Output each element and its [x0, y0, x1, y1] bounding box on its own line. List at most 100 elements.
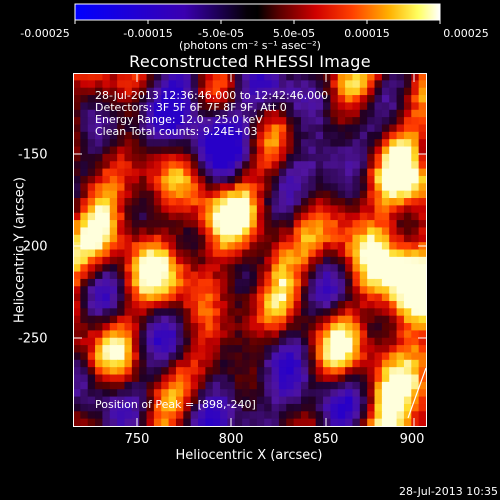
heatmap-pixel — [374, 403, 383, 412]
heatmap-pixel — [308, 249, 317, 258]
heatmap-pixel — [330, 396, 339, 405]
heatmap-pixel — [330, 293, 339, 302]
heatmap-pixel — [264, 146, 273, 155]
heatmap-pixel — [367, 161, 376, 170]
heatmap-pixel — [396, 249, 405, 258]
heatmap-pixel — [256, 146, 265, 155]
heatmap-pixel — [381, 212, 390, 221]
heatmap-pixel — [374, 161, 383, 170]
heatmap-pixel — [389, 308, 398, 317]
heatmap-pixel — [396, 300, 405, 309]
heatmap-pixel — [183, 293, 192, 302]
heatmap-pixel — [337, 95, 346, 104]
heatmap-pixel — [315, 315, 324, 324]
heatmap-pixel — [102, 315, 111, 324]
heatmap-pixel — [95, 175, 104, 184]
heatmap-pixel — [95, 190, 104, 199]
heatmap-pixel — [227, 242, 236, 251]
heatmap-pixel — [381, 374, 390, 383]
heatmap-pixel — [205, 153, 214, 162]
heatmap-pixel — [117, 212, 126, 221]
heatmap-pixel — [234, 183, 243, 192]
heatmap-pixel — [249, 153, 258, 162]
heatmap-pixel — [234, 175, 243, 184]
heatmap-pixel — [80, 367, 89, 376]
heatmap-pixel — [286, 124, 295, 133]
heatmap-pixel — [396, 190, 405, 199]
heatmap-pixel — [227, 190, 236, 199]
heatmap-pixel — [264, 300, 273, 309]
heatmap-pixel — [161, 381, 170, 390]
heatmap-pixel — [271, 403, 280, 412]
heatmap-pixel — [87, 242, 96, 251]
heatmap-pixel — [73, 323, 81, 331]
heatmap-pixel — [418, 271, 426, 280]
heatmap-pixel — [359, 205, 368, 214]
heatmap-pixel — [330, 300, 339, 309]
heatmap-pixel — [183, 227, 192, 236]
heatmap-pixel — [330, 411, 339, 420]
heatmap-pixel — [278, 73, 287, 81]
heatmap-pixel — [300, 271, 309, 280]
heatmap-pixel — [124, 337, 133, 346]
heatmap-pixel — [256, 139, 265, 148]
heatmap-pixel — [323, 403, 331, 412]
heatmap-pixel — [396, 278, 405, 287]
heatmap-pixel — [359, 381, 368, 390]
heatmap-pixel — [234, 293, 243, 302]
heatmap-pixel — [220, 367, 229, 376]
heatmap-pixel — [381, 249, 390, 258]
heatmap-pixel — [286, 286, 295, 295]
heatmap-pixel — [278, 146, 287, 155]
heatmap-pixel — [352, 139, 361, 148]
heatmap-pixel — [139, 198, 148, 206]
heatmap-pixel — [359, 102, 368, 111]
heatmap-pixel — [337, 300, 346, 309]
heatmap-pixel — [271, 242, 280, 251]
heatmap-pixel — [411, 345, 420, 354]
heatmap-pixel — [175, 308, 184, 317]
heatmap-pixel — [161, 220, 170, 229]
heatmap-pixel — [345, 212, 354, 221]
heatmap-pixel — [124, 183, 133, 192]
heatmap-pixel — [117, 418, 126, 426]
heatmap-pixel — [212, 345, 221, 354]
heatmap-pixel — [374, 220, 383, 229]
heatmap-pixel — [345, 359, 354, 368]
heatmap-pixel — [337, 315, 346, 324]
heatmap-pixel — [198, 80, 206, 89]
heatmap-pixel — [161, 374, 170, 383]
heatmap-pixel — [139, 359, 148, 368]
heatmap-pixel — [175, 352, 184, 361]
heatmap-pixel — [227, 381, 236, 390]
heatmap-pixel — [161, 183, 170, 192]
heatmap-pixel — [345, 308, 354, 317]
heatmap-pixel — [374, 374, 383, 383]
heatmap-pixel — [256, 161, 265, 170]
heatmap-pixel — [139, 271, 148, 280]
heatmap-pixel — [264, 352, 273, 361]
heatmap-pixel — [168, 293, 177, 302]
heatmap-pixel — [175, 139, 184, 148]
heatmap-pixel — [73, 337, 81, 346]
heatmap-pixel — [278, 293, 287, 302]
heatmap-pixel — [227, 73, 236, 81]
heatmap-pixel — [205, 234, 214, 243]
heatmap-pixel — [175, 330, 184, 339]
heatmap-pixel — [153, 80, 162, 89]
heatmap-pixel — [381, 352, 390, 361]
heatmap-pixel — [418, 183, 426, 192]
heatmap-pixel — [205, 315, 214, 324]
heatmap-pixel — [190, 308, 199, 317]
heatmap-pixel — [308, 102, 317, 111]
heatmap-pixel — [337, 109, 346, 118]
heatmap-pixel — [175, 389, 184, 398]
heatmap-pixel — [153, 286, 162, 295]
heatmap-pixel — [337, 227, 346, 236]
heatmap-pixel — [102, 381, 111, 390]
heatmap-pixel — [300, 330, 309, 339]
heatmap-pixel — [242, 374, 251, 383]
heatmap-pixel — [300, 293, 309, 302]
heatmap-pixel — [411, 102, 420, 111]
heatmap-pixel — [139, 345, 148, 354]
